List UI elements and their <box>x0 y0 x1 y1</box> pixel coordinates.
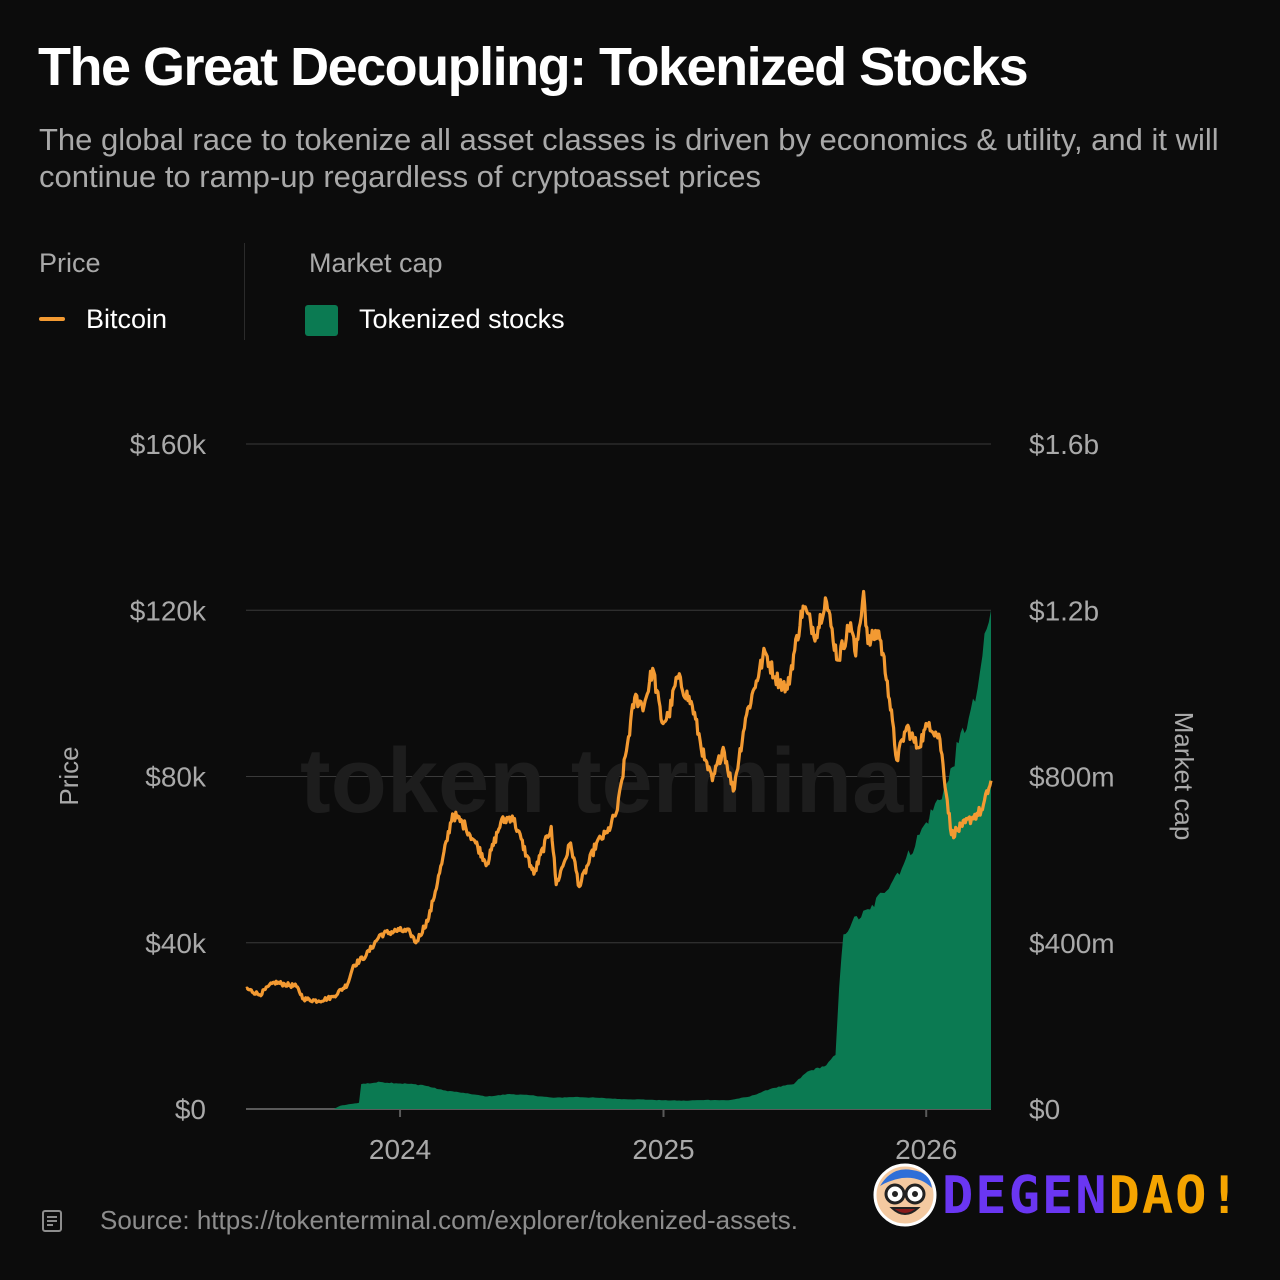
left-tick-label: $0 <box>175 1094 206 1125</box>
right-tick-label: $800m <box>1029 762 1115 793</box>
tokenized-stocks-area-layer <box>246 610 991 1109</box>
brand-wordmark: DEGENDAO! <box>942 1166 1242 1226</box>
right-tick-label: $1.2b <box>1029 595 1099 626</box>
brand-logo: DEGENDAO! <box>872 1162 1242 1228</box>
page-title: The Great Decoupling: Tokenized Stocks <box>38 37 1029 97</box>
right-axis: $0 $400m $800m $1.2b $1.6b <box>1029 429 1115 1125</box>
left-tick-label: $40k <box>145 928 207 959</box>
left-tick-label: $80k <box>145 762 207 793</box>
left-axis-title: Price <box>54 746 84 805</box>
legend-label-bitcoin: Bitcoin <box>86 304 168 334</box>
legend-label-tokenized-stocks: Tokenized stocks <box>359 304 565 334</box>
x-tick-label: 2025 <box>632 1134 694 1165</box>
bitcoin-line-layer <box>245 589 993 1004</box>
x-tick-label: 2024 <box>369 1134 431 1165</box>
x-axis: 2024 2025 2026 <box>369 1109 957 1165</box>
source-note: Source: https://tokenterminal.com/explor… <box>100 1205 798 1235</box>
right-axis-title: Market cap <box>1169 712 1199 841</box>
brand-wordmark-part2: DAO! <box>1108 1166 1242 1226</box>
legend-swatch-tokenized-stocks <box>305 305 338 336</box>
left-tick-label: $160k <box>130 429 207 460</box>
legend-heading-price: Price <box>39 248 101 278</box>
left-axis: $0 $40k $80k $120k $160k <box>130 429 207 1125</box>
right-tick-label: $1.6b <box>1029 429 1099 460</box>
right-tick-label: $400m <box>1029 928 1115 959</box>
cartoon-face-icon <box>873 1163 937 1227</box>
brand-wordmark-part1: DEGEN <box>942 1166 1109 1226</box>
legend-heading-market-cap: Market cap <box>309 248 443 278</box>
legend-divider <box>244 243 245 340</box>
x-tick-label: 2026 <box>895 1134 957 1165</box>
left-tick-label: $120k <box>130 595 207 626</box>
tokenized-stocks-area <box>246 610 991 1109</box>
watermark: token terminal_ <box>300 730 981 832</box>
legend-swatch-bitcoin <box>39 317 65 321</box>
bitcoin-line <box>245 589 993 1004</box>
document-icon <box>42 1210 62 1232</box>
right-tick-label: $0 <box>1029 1094 1060 1125</box>
page-subtitle: The global race to tokenize all asset cl… <box>39 122 1219 194</box>
